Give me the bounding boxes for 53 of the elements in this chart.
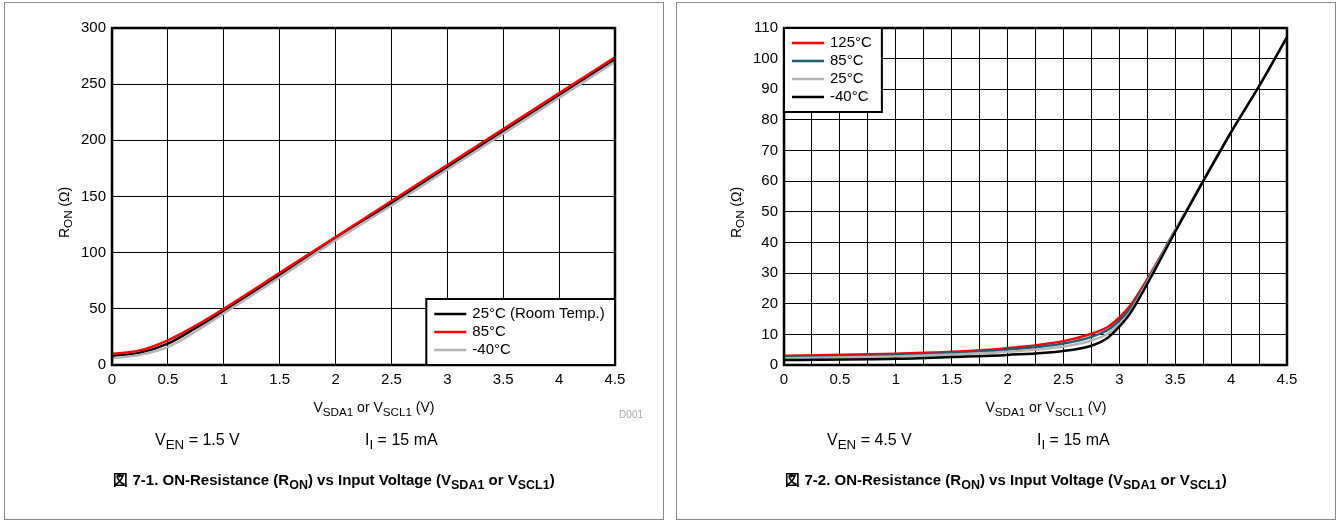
x-tick-label: 2.5 (1053, 370, 1074, 388)
y-tick-label: 0 (97, 355, 107, 373)
x-tick-label: 4 (1226, 370, 1236, 388)
legend-label: 85°C (830, 51, 864, 69)
text: V$_{EN}$ = 1.5 V (155, 431, 240, 453)
legend-label: 85°C (472, 322, 506, 340)
y-tick-label: 30 (761, 263, 779, 281)
y-tick-label: 70 (761, 140, 779, 158)
x-tick-label: 3.5 (492, 370, 514, 388)
y-tick-label: 50 (761, 201, 779, 219)
x-tick-label: 3.5 (1164, 370, 1186, 388)
x-tick-label: 1 (219, 370, 228, 388)
x-tick-label: 0.5 (157, 370, 179, 388)
y-tick-label: 110 (754, 18, 779, 36)
text: 図 7-2. ON-Resistance (R$_{ON}$) vs Input Voltage (V$_{SDA1}$ or V$_{SCL1}$) (784, 471, 1228, 492)
text: 図 7-1. ON-Resistance (R$_{ON}$) vs Input Voltage (V$_{SDA1}$ or V$_{SCL1}$) (112, 471, 556, 492)
y-tick-label: 100 (753, 48, 779, 66)
text: V$_{EN}$ = 4.5 V (827, 431, 912, 453)
x-tick-label: 4.5 (604, 370, 626, 388)
y-tick-label: 60 (761, 171, 779, 189)
y-tick-label: 20 (761, 293, 779, 311)
x-tick-label: 2 (1003, 370, 1012, 388)
y-tick-label: 250 (81, 74, 107, 92)
y-tick-label: 100 (81, 242, 107, 260)
x-tick-label: 2.5 (381, 370, 402, 388)
x-tick-label: 4.5 (1276, 370, 1298, 388)
x-tick-label: 1.5 (269, 370, 291, 388)
x-tick-label: 2 (331, 370, 340, 388)
x-tick-label: 0.5 (829, 370, 851, 388)
text: I$_{I}$ = 15 mA (1037, 431, 1110, 453)
x-axis-title: V$_{SDA1}$ or V$_{SCL1}$ (V) (313, 399, 435, 418)
y-tick-label: 200 (81, 130, 107, 148)
y-tick-label: 90 (761, 79, 779, 97)
legend-label: 125°C (830, 33, 873, 51)
legend-label: -40°C (830, 87, 869, 105)
x-tick-label: 1.5 (941, 370, 963, 388)
x-tick-label: 3 (443, 370, 452, 388)
y-tick-label: 300 (81, 18, 107, 36)
y-tick-label: 80 (761, 110, 779, 128)
x-axis-title: V$_{SDA1}$ or V$_{SCL1}$ (V) (984, 399, 1108, 418)
y-tick-label: 10 (761, 324, 779, 342)
legend-label: -40°C (472, 340, 511, 358)
legend-label: 25°C (830, 69, 864, 87)
x-tick-label: 4 (554, 370, 564, 388)
y-tick-label: 50 (89, 298, 107, 316)
text: D001 (619, 409, 643, 420)
text: I$_{I}$ = 15 mA (365, 431, 438, 453)
x-tick-label: 3 (1115, 370, 1124, 388)
y-tick-label: 40 (761, 232, 779, 250)
y-tick-label: 0 (769, 355, 779, 373)
y-tick-label: 150 (81, 186, 107, 204)
x-tick-label: 1 (891, 370, 900, 388)
legend-label: 25°C (Room Temp.) (472, 304, 605, 322)
